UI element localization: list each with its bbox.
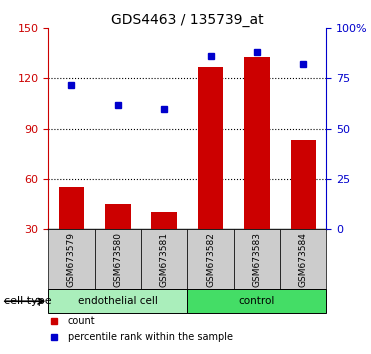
Text: cell type: cell type	[4, 296, 51, 306]
Bar	[48, 289, 187, 313]
Title: GDS4463 / 135739_at: GDS4463 / 135739_at	[111, 13, 264, 27]
Text: GSM673579: GSM673579	[67, 232, 76, 287]
Bar	[280, 229, 326, 289]
Bar	[59, 187, 84, 229]
Text: percentile rank within the sample: percentile rank within the sample	[68, 332, 233, 342]
Text: GSM673583: GSM673583	[252, 232, 262, 287]
Text: GSM673584: GSM673584	[299, 232, 308, 286]
Text: GSM673580: GSM673580	[113, 232, 122, 287]
Text: endothelial cell: endothelial cell	[78, 296, 158, 306]
Text: GSM673581: GSM673581	[160, 232, 169, 287]
Bar	[198, 67, 223, 229]
Bar	[244, 57, 270, 229]
Text: control: control	[239, 296, 275, 306]
Bar	[290, 141, 316, 229]
Bar	[234, 229, 280, 289]
Text: count: count	[68, 316, 95, 326]
Bar	[105, 204, 131, 229]
Text: GSM673582: GSM673582	[206, 232, 215, 286]
Bar	[48, 229, 95, 289]
Bar	[95, 229, 141, 289]
Bar	[187, 229, 234, 289]
Bar	[151, 212, 177, 229]
Bar	[141, 229, 187, 289]
Bar	[187, 289, 326, 313]
